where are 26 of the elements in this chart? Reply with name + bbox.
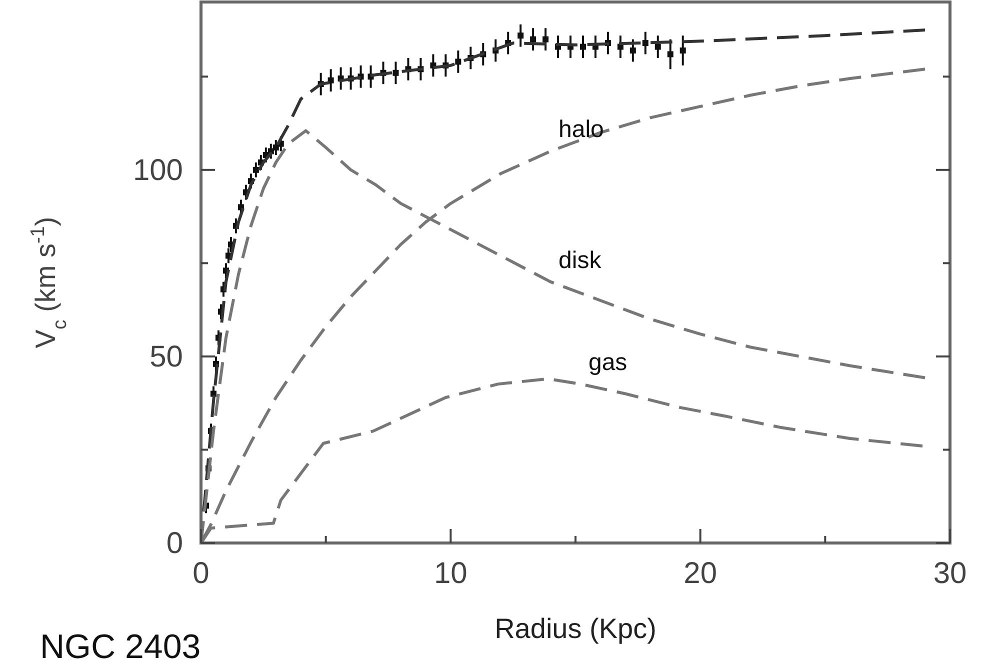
y-tick-label: 100	[132, 154, 183, 187]
series-label: halo	[558, 116, 604, 144]
point	[455, 58, 462, 65]
y-tick-label: 0	[166, 527, 183, 560]
point	[328, 77, 334, 84]
point	[392, 70, 399, 76]
point	[654, 44, 661, 50]
x-tick-label: 20	[684, 557, 718, 590]
point	[642, 40, 648, 46]
point	[518, 32, 524, 39]
point	[580, 44, 586, 50]
series-label: disk	[558, 246, 602, 274]
point	[530, 36, 536, 42]
x-tick-label: 30	[933, 557, 967, 590]
point	[630, 48, 636, 54]
point	[252, 166, 259, 173]
x-tick-label: 10	[434, 557, 468, 590]
point	[680, 48, 686, 54]
point	[667, 51, 674, 58]
text: NGC 2403	[40, 628, 201, 666]
x-axis-title: Radius (Kpc)	[494, 613, 656, 644]
y-tick-label: 50	[150, 340, 183, 374]
point	[542, 36, 549, 42]
x-tick-label: 0	[192, 557, 210, 590]
series-label: gas	[588, 349, 628, 376]
point	[272, 144, 279, 151]
